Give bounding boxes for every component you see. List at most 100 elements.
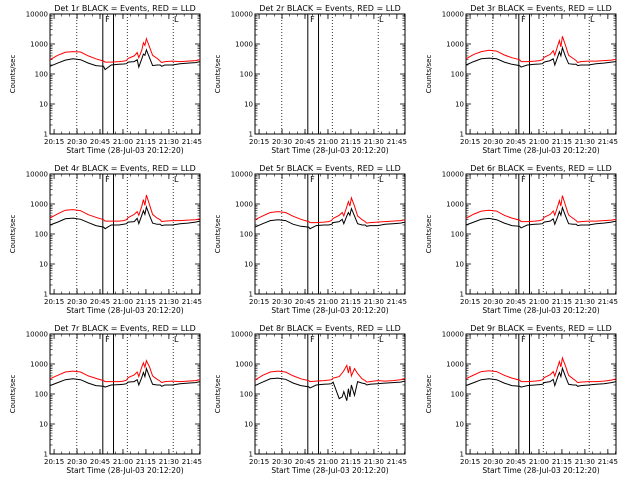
flag-label: L	[174, 175, 179, 184]
y-tick-label: 1	[44, 451, 48, 459]
y-tick-label: 1	[44, 291, 48, 299]
x-tick-label: 20:45	[506, 138, 526, 146]
flag-label: L	[174, 15, 179, 24]
y-tick-label: 100	[240, 231, 253, 239]
x-tick-label: 20:45	[295, 458, 315, 466]
panel-title: Det 2r BLACK = Events, RED = LLD	[259, 4, 401, 13]
detector-panel: Det 4r BLACK = Events, RED = LLD F L 1 10 100…	[9, 164, 202, 315]
flag-label: L	[174, 335, 179, 344]
y-tick-label: 100	[451, 391, 464, 399]
x-tick-label: 21:30	[575, 458, 595, 466]
x-tick-label: 21:30	[159, 298, 179, 306]
y-tick-label: 1000	[30, 41, 48, 49]
y-tick-label: 100	[35, 391, 48, 399]
flag-label: L	[590, 335, 595, 344]
y-tick-label: 100	[451, 71, 464, 79]
x-tick-label: 21:15	[552, 138, 572, 146]
lld-series-line	[254, 196, 406, 224]
x-tick-label: 21:00	[529, 458, 549, 466]
x-tick-label: 21:45	[387, 458, 407, 466]
x-tick-label: 21:00	[318, 138, 338, 146]
x-tick-label: 20:45	[295, 138, 315, 146]
detector-panel: Det 6r BLACK = Events, RED = LLD F L 1 10 100…	[425, 164, 618, 315]
x-tick-label: 20:45	[90, 138, 110, 146]
y-tick-label: 1	[460, 131, 464, 139]
y-tick-label: 1	[44, 131, 48, 139]
y-tick-label: 10	[455, 261, 464, 269]
y-tick-label: 10	[455, 101, 464, 109]
y-tick-label: 1	[460, 291, 464, 299]
plot-frame	[49, 173, 201, 295]
x-axis-label: Start Time (28-Jul-03 20:12:20)	[66, 466, 183, 475]
x-tick-label: 20:30	[483, 138, 503, 146]
flag-label: F	[521, 15, 526, 24]
detector-panel: Det 2r BLACK = Events, RED = LLD F L 1 10 100…	[214, 4, 407, 155]
x-axis-label: Start Time (28-Jul-03 20:12:20)	[482, 146, 599, 155]
x-tick-label: 21:30	[364, 298, 384, 306]
flag-label: F	[310, 335, 315, 344]
y-tick-label: 10000	[442, 171, 464, 179]
x-tick-label: 20:45	[506, 458, 526, 466]
x-tick-label: 21:00	[318, 298, 338, 306]
y-axis-label: Counts/sec	[214, 55, 222, 94]
y-tick-label: 100	[35, 231, 48, 239]
y-tick-label: 1	[249, 291, 253, 299]
panel-title: Det 7r BLACK = Events, RED = LLD	[54, 324, 196, 333]
flag-label: F	[310, 175, 315, 184]
x-tick-label: 20:15	[460, 298, 480, 306]
x-tick-label: 20:15	[44, 458, 64, 466]
lld-series-line	[254, 364, 406, 383]
x-tick-label: 21:00	[113, 298, 133, 306]
x-tick-label: 20:30	[67, 138, 87, 146]
panel-title: Det 5r BLACK = Events, RED = LLD	[259, 164, 401, 173]
x-tick-label: 21:30	[364, 458, 384, 466]
lld-series-line	[465, 195, 617, 223]
plot-frame	[465, 13, 617, 135]
flag-label: L	[379, 15, 384, 24]
y-tick-label: 10	[39, 261, 48, 269]
panel-title: Det 9r BLACK = Events, RED = LLD	[470, 324, 612, 333]
x-axis-label: Start Time (28-Jul-03 20:12:20)	[482, 306, 599, 315]
plot-frame	[49, 13, 201, 135]
plot-frame	[465, 333, 617, 455]
y-tick-label: 1000	[235, 201, 253, 209]
x-tick-label: 20:45	[90, 458, 110, 466]
x-tick-label: 21:30	[575, 298, 595, 306]
x-tick-label: 21:45	[182, 138, 202, 146]
panel-title: Det 1r BLACK = Events, RED = LLD	[54, 4, 196, 13]
x-tick-label: 21:00	[113, 458, 133, 466]
y-axis-label: Counts/sec	[425, 215, 433, 254]
y-tick-label: 100	[240, 71, 253, 79]
x-tick-label: 21:15	[341, 458, 361, 466]
plot-frame	[49, 333, 201, 455]
events-series-line	[465, 205, 617, 229]
y-tick-label: 1	[249, 451, 253, 459]
y-tick-label: 100	[240, 391, 253, 399]
events-series-line	[254, 377, 406, 401]
x-tick-label: 21:00	[529, 298, 549, 306]
lld-series-line	[465, 355, 617, 384]
x-tick-label: 20:15	[249, 298, 269, 306]
y-axis-label: Counts/sec	[425, 55, 433, 94]
x-axis-label: Start Time (28-Jul-03 20:12:20)	[271, 466, 388, 475]
plot-frame	[254, 333, 406, 455]
x-tick-label: 21:00	[113, 138, 133, 146]
x-tick-label: 21:15	[136, 458, 156, 466]
detector-panel: Det 9r BLACK = Events, RED = LLD F L 1 10 100…	[425, 324, 618, 475]
y-axis-label: Counts/sec	[214, 375, 222, 414]
x-tick-label: 21:15	[552, 298, 572, 306]
flag-label: F	[521, 175, 526, 184]
lld-series-line	[49, 359, 201, 384]
y-tick-label: 1000	[30, 361, 48, 369]
x-tick-label: 21:45	[387, 298, 407, 306]
y-tick-label: 10000	[442, 331, 464, 339]
detector-panel: Det 5r BLACK = Events, RED = LLD F L 1 10 100…	[214, 164, 407, 315]
x-tick-label: 20:15	[44, 138, 64, 146]
lld-series-line	[49, 194, 201, 223]
x-tick-label: 20:30	[272, 458, 292, 466]
panel-title: Det 3r BLACK = Events, RED = LLD	[470, 4, 612, 13]
events-series-line	[465, 45, 617, 68]
y-tick-label: 10	[39, 421, 48, 429]
x-tick-label: 21:45	[598, 298, 618, 306]
